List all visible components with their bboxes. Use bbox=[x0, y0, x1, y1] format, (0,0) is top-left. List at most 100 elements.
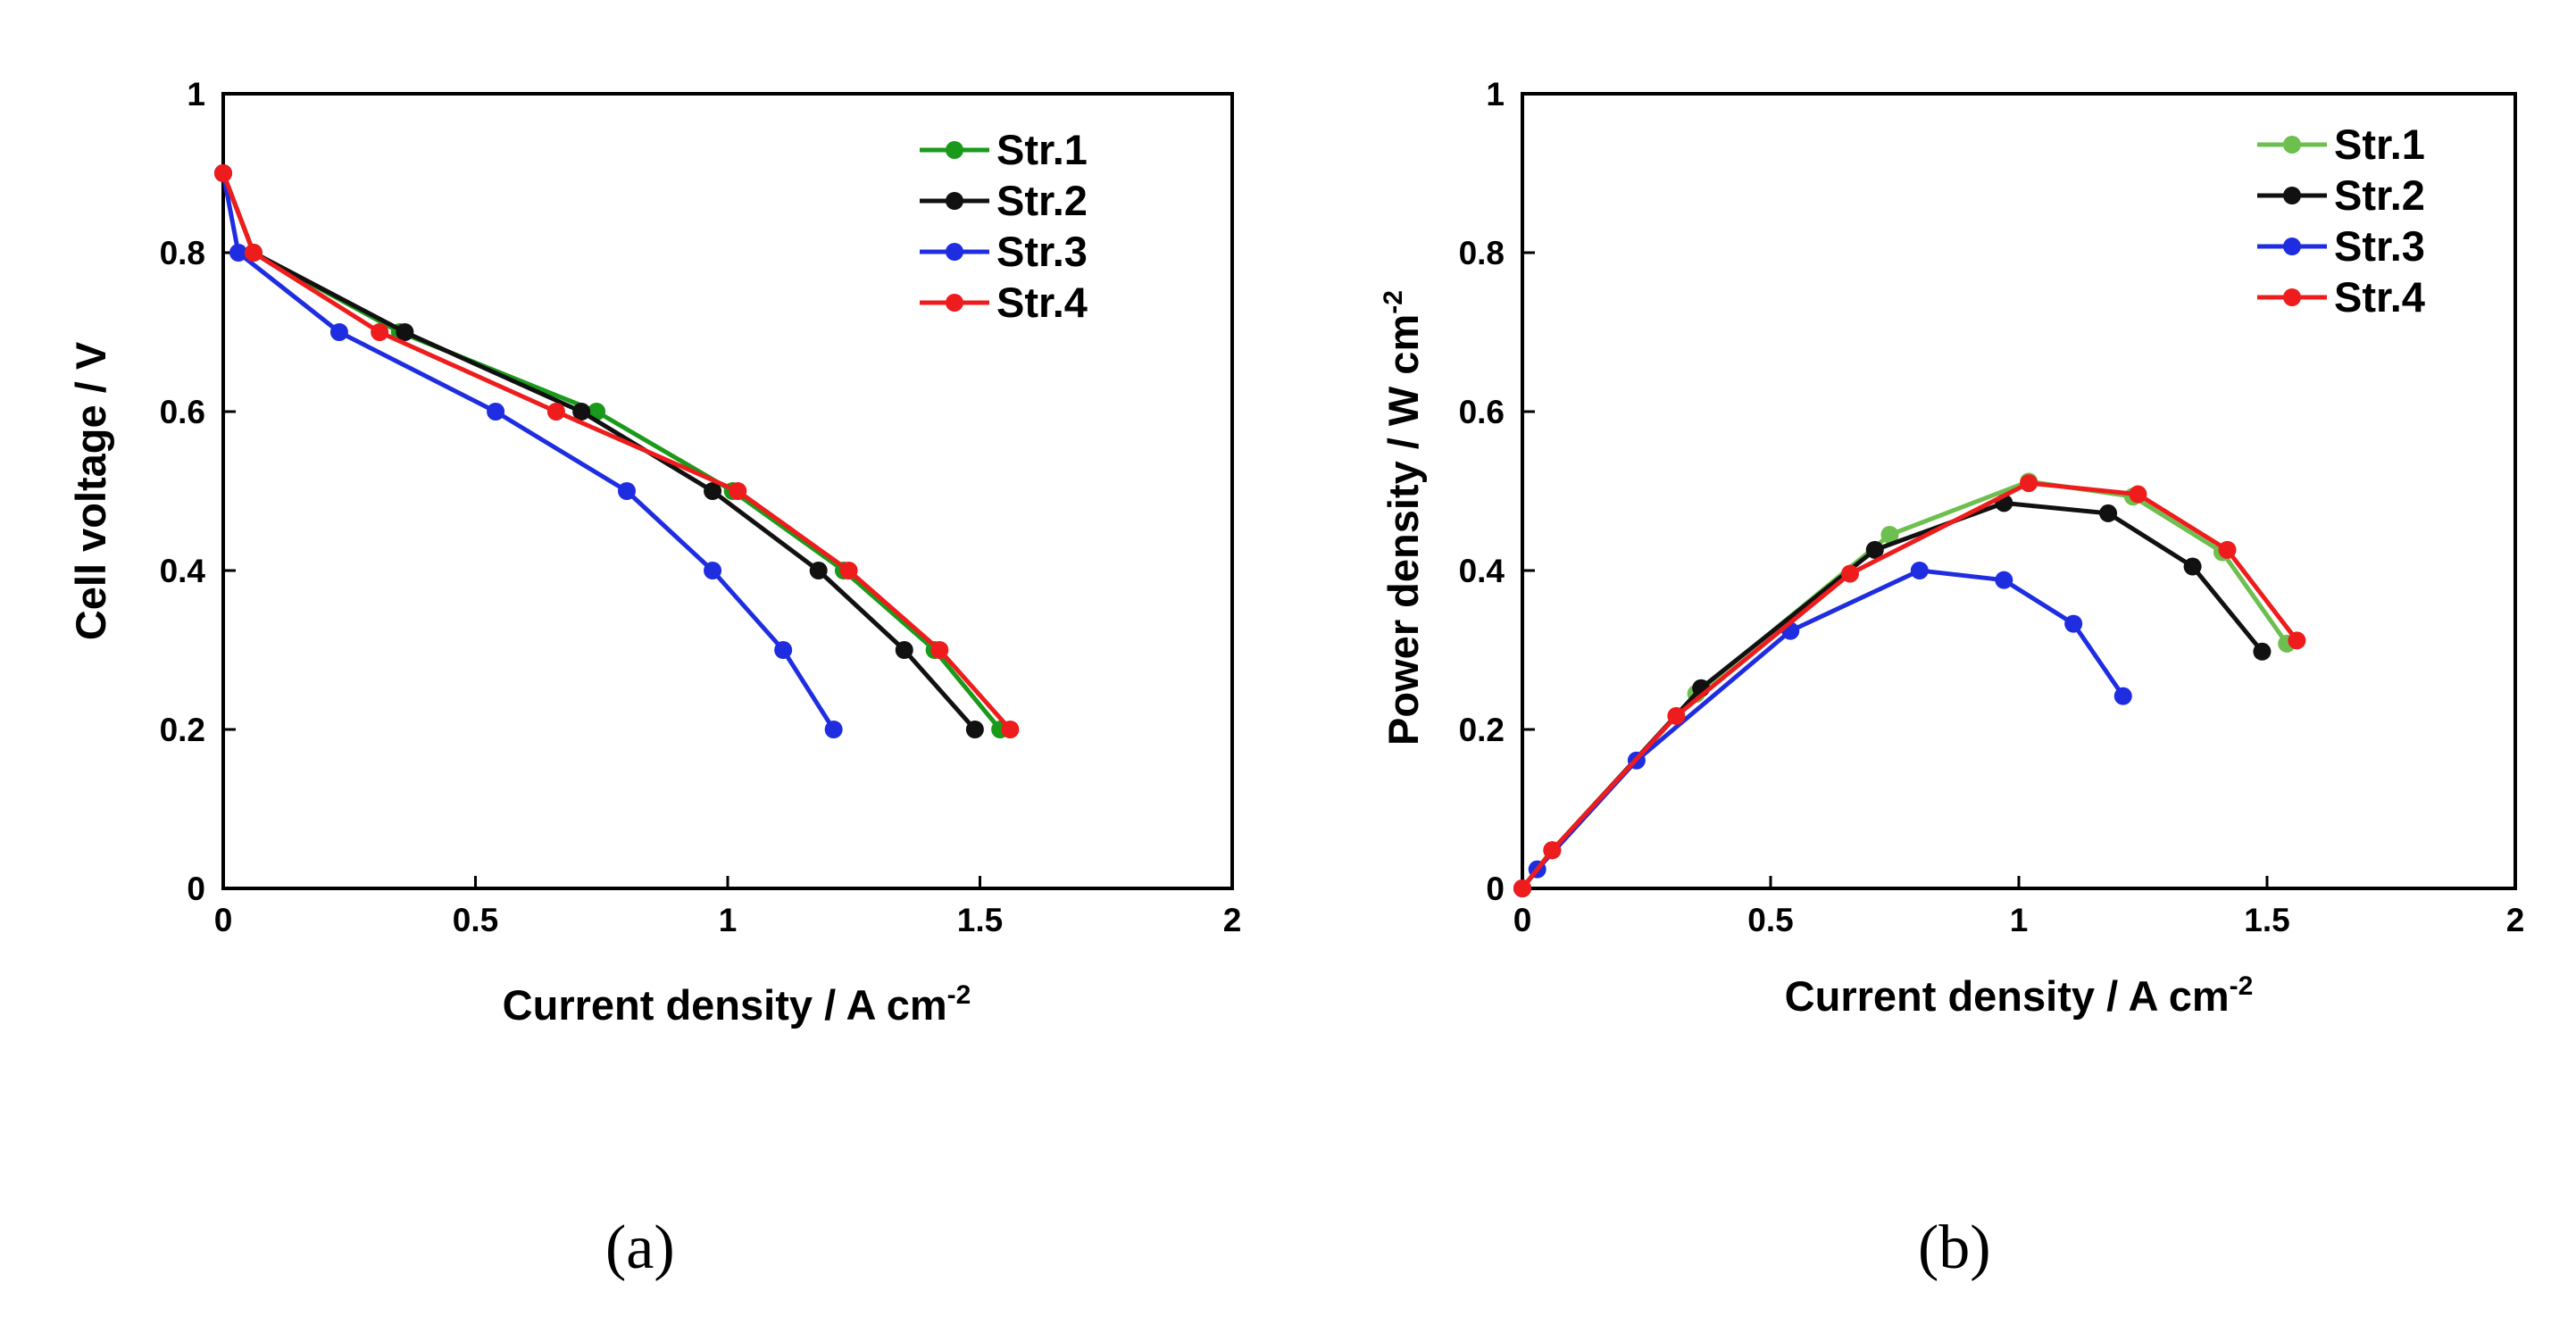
series-line bbox=[1521, 568, 2125, 890]
series-line bbox=[1521, 500, 2264, 890]
x-tick-label: 1 bbox=[2010, 902, 2029, 938]
x-tick-label: 1 bbox=[719, 902, 738, 938]
data-point bbox=[396, 323, 414, 341]
x-axis-title-a: Current density / A cm-2 bbox=[503, 980, 971, 1029]
x-tick-label: 1.5 bbox=[2244, 902, 2289, 938]
legend-label: Str.4 bbox=[2334, 273, 2425, 321]
x-tick-label: 2 bbox=[2506, 902, 2525, 938]
data-point bbox=[895, 641, 913, 659]
legend-label: Str.2 bbox=[996, 177, 1088, 224]
legend-label: Str.1 bbox=[2334, 121, 2425, 168]
data-point bbox=[487, 403, 505, 421]
legend-marker bbox=[2283, 187, 2301, 204]
data-point bbox=[2020, 474, 2038, 493]
x-tick-label: 2 bbox=[1223, 902, 1242, 938]
data-point bbox=[2218, 540, 2237, 559]
series-line bbox=[221, 172, 1013, 731]
legend-marker bbox=[946, 141, 963, 159]
series-group-b bbox=[1513, 472, 2306, 897]
series-str3 bbox=[214, 164, 843, 738]
series-str2 bbox=[214, 164, 984, 738]
y-axis-title-b: Power density / W cm-2 bbox=[1379, 290, 1427, 746]
x-tick-label: 0.5 bbox=[1747, 902, 1793, 938]
data-point bbox=[572, 403, 591, 421]
data-point bbox=[930, 641, 949, 659]
data-point bbox=[1865, 540, 1884, 559]
data-point bbox=[546, 403, 565, 421]
series-str4 bbox=[214, 164, 1020, 738]
data-point bbox=[729, 482, 747, 500]
legend-marker bbox=[2283, 238, 2301, 255]
legend-label: Str.4 bbox=[996, 279, 1088, 326]
y-tick-label: 0.2 bbox=[160, 712, 205, 748]
data-point bbox=[1513, 879, 1531, 897]
series-line bbox=[221, 172, 977, 731]
y-tick-label: 1 bbox=[1486, 76, 1505, 112]
tick-group-b: 0 0.5 1 1.5 2 0 0.2 0.4 0.6 0.8 1 bbox=[1459, 76, 2525, 938]
y-tick-label: 0.6 bbox=[1459, 394, 1505, 430]
series-str1 bbox=[1513, 472, 2297, 897]
legend-label: Str.3 bbox=[996, 228, 1088, 275]
series-line bbox=[1521, 480, 2299, 890]
data-point bbox=[2253, 642, 2272, 661]
data-point bbox=[229, 244, 247, 262]
y-tick-label: 0.4 bbox=[160, 553, 206, 589]
series-str1 bbox=[214, 164, 1010, 738]
legend-label: Str.1 bbox=[996, 126, 1088, 173]
panel-caption-b: (b) bbox=[1918, 1213, 1991, 1282]
legend-marker bbox=[946, 192, 963, 210]
data-point bbox=[2288, 631, 2306, 650]
x-tick-label: 0 bbox=[1513, 902, 1532, 938]
legend-label: Str.2 bbox=[2334, 171, 2425, 219]
x-tick-label: 0.5 bbox=[453, 902, 498, 938]
y-axis-title-a: Cell voltage / V bbox=[67, 341, 114, 640]
data-point bbox=[2129, 485, 2147, 504]
series-line bbox=[221, 172, 836, 731]
y-tick-label: 0.2 bbox=[1459, 712, 1505, 748]
y-tick-label: 0 bbox=[187, 871, 205, 907]
data-point bbox=[1667, 706, 1686, 725]
y-tick-label: 0.4 bbox=[1459, 553, 1505, 589]
data-point bbox=[809, 562, 828, 579]
data-point bbox=[214, 164, 232, 182]
legend-marker bbox=[2283, 288, 2301, 306]
x-axis-title-b: Current density / A cm-2 bbox=[1785, 971, 2254, 1020]
legend-label: Str.3 bbox=[2334, 222, 2425, 270]
data-point bbox=[2113, 687, 2132, 705]
data-point bbox=[839, 562, 858, 579]
y-tick-label: 0.8 bbox=[1459, 235, 1505, 271]
data-point bbox=[329, 323, 348, 341]
y-tick-label: 0.6 bbox=[160, 394, 205, 430]
data-point bbox=[774, 641, 793, 659]
data-point bbox=[244, 244, 263, 262]
x-tick-label: 0 bbox=[214, 902, 233, 938]
data-point bbox=[1880, 525, 1899, 544]
data-point bbox=[2183, 557, 2202, 576]
data-point bbox=[824, 721, 843, 738]
series-line bbox=[221, 172, 1003, 731]
data-point bbox=[1910, 562, 1929, 579]
x-tick-label: 1.5 bbox=[957, 902, 1003, 938]
data-point bbox=[2099, 504, 2118, 522]
panel-caption-a: (a) bbox=[605, 1213, 675, 1282]
series-str4 bbox=[1513, 474, 2306, 897]
data-point bbox=[1840, 564, 1859, 583]
legend-marker bbox=[2283, 136, 2301, 154]
legend-marker bbox=[946, 243, 963, 261]
data-point bbox=[965, 721, 984, 738]
data-point bbox=[1001, 721, 1020, 738]
chart-panel-b: 0 0.5 1 1.5 2 0 0.2 0.4 0.6 0.8 1 Str.1Str.2Str.3S… bbox=[1379, 76, 2524, 1020]
chart-panel-a: 0 0.5 1 1.5 2 0 0.2 0.4 0.6 0.8 1 Str.1Str.2Str.3S… bbox=[67, 76, 1241, 1029]
series-str3 bbox=[1513, 562, 2132, 897]
data-point bbox=[2064, 614, 2083, 633]
y-tick-label: 0.8 bbox=[160, 235, 205, 271]
data-point bbox=[1995, 571, 2013, 589]
y-tick-label: 0 bbox=[1486, 871, 1505, 907]
legend-marker bbox=[946, 294, 963, 312]
data-point bbox=[371, 323, 389, 341]
data-point bbox=[704, 482, 722, 500]
data-point bbox=[1543, 841, 1562, 860]
